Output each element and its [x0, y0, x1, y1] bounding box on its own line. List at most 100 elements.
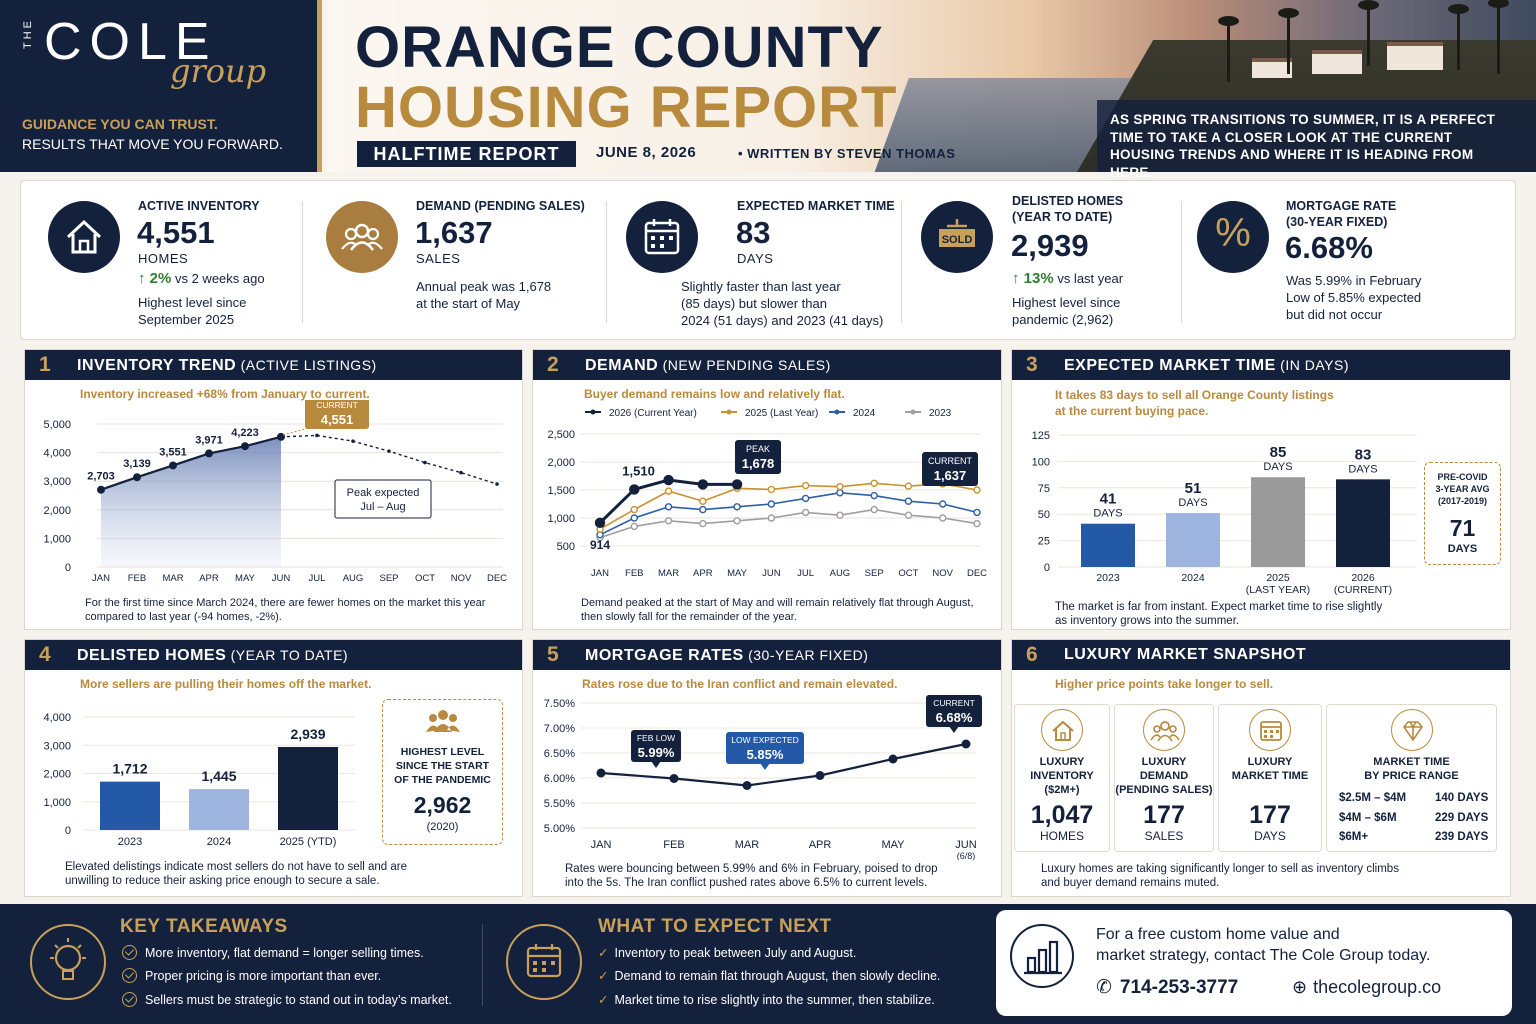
bar	[1166, 513, 1220, 567]
y-tick-label: 3,000	[43, 476, 71, 488]
stat-unit: HOMES	[138, 251, 189, 266]
panel-market-time: 3 EXPECTED MARKET TIME (IN DAYS) It takes…	[1011, 349, 1511, 630]
data-label: 1,510	[622, 463, 655, 478]
report-date: JUNE 8, 2026	[596, 144, 697, 161]
price-range-row: $4M – $6M 229 DAYS	[1339, 809, 1488, 829]
palm-tree-image	[1278, 8, 1299, 74]
rate-callout-label: LOW EXPECTED	[731, 735, 799, 745]
calendar-icon	[626, 201, 698, 273]
bar	[1336, 479, 1390, 567]
brand-panel: THE COLE group GUIDANCE YOU CAN TRUST. R…	[0, 0, 322, 172]
luxury-value: 1,047	[1030, 801, 1094, 829]
panel-subtitle: Higher price points take longer to sell.	[1055, 677, 1274, 691]
series-point	[733, 517, 741, 525]
series-point	[594, 517, 606, 529]
peak-note-box	[334, 479, 432, 519]
stat-note: Slightly faster than last year (85 days)…	[681, 279, 884, 328]
bar-unit-label: DAYS	[1263, 461, 1292, 473]
series-point	[699, 497, 707, 505]
precovid-label: PRE-COVID 3-YEAR AVG (2017-2019)	[1435, 472, 1490, 506]
panel-subtitle: Rates rose due to the Iran conflict and …	[582, 677, 898, 691]
bar-chart-icon	[1010, 924, 1074, 988]
rate-point	[961, 739, 971, 749]
callout-value: 2,962	[413, 792, 472, 818]
house-icon	[48, 201, 120, 273]
series-point	[767, 500, 776, 508]
panel-title: INVENTORY TREND (ACTIVE LISTINGS)	[77, 350, 377, 381]
series-point	[870, 505, 878, 514]
phone-link[interactable]: ✆ 714-253-3777	[1096, 976, 1238, 999]
luxury-inventory-card: LUXURY INVENTORY ($2M+) 1,047 HOMES	[1014, 704, 1110, 852]
brand-name: COLE	[44, 13, 218, 71]
sold-sign-icon: SOLD	[921, 201, 993, 273]
stat-value: 1,637	[415, 215, 493, 250]
panel-header: 1 INVENTORY TREND (ACTIVE LISTINGS)	[25, 350, 522, 380]
rate-callout-value: 5.85%	[747, 747, 784, 762]
rate-callout	[726, 732, 804, 764]
data-point	[97, 485, 105, 494]
series-point	[939, 514, 947, 522]
callout-label: HIGHEST LEVEL SINCE THE START OF THE PAN…	[394, 746, 491, 786]
y-tick-label: 4,000	[43, 712, 71, 724]
current-callout-value: 4,551	[321, 412, 354, 427]
current-callout-value: 1,637	[934, 468, 967, 483]
panel-title-sub: (30-YEAR FIXED)	[743, 647, 869, 663]
series-point	[904, 497, 913, 505]
panel-mortgage-rates: 5 MORTGAGE RATES (30-YEAR FIXED) Rates ro…	[532, 639, 1002, 897]
bar-value-label: 41	[1100, 491, 1117, 508]
change-value: 13%	[1023, 270, 1054, 287]
series-point	[731, 479, 743, 490]
panel-header: 3 EXPECTED MARKET TIME (IN DAYS)	[1012, 350, 1510, 380]
panel-title-main: LUXURY MARKET SNAPSHOT	[1064, 646, 1307, 663]
stat-unit: DAYS	[737, 251, 774, 266]
x-tick-label: MAY	[727, 568, 748, 579]
panel-header: 6 LUXURY MARKET SNAPSHOT	[1012, 640, 1510, 670]
rate-callout-value: 5.99%	[638, 745, 675, 760]
expect-item: ✓ Inventory to peak between July and Augu…	[598, 945, 856, 960]
data-label: 3,139	[123, 458, 151, 470]
stat-label: DEMAND (PENDING SALES)	[416, 199, 585, 213]
y-tick-label: 0	[65, 562, 71, 574]
y-tick-label: 5.00%	[544, 823, 575, 835]
expect-item: ✓ Demand to remain flat through August, t…	[598, 968, 940, 983]
series-point	[801, 508, 810, 517]
current-callout	[922, 452, 978, 486]
y-tick-label: 50	[1038, 509, 1050, 521]
y-tick-label: 0	[1044, 562, 1050, 574]
people-icon	[1143, 709, 1185, 751]
panel-footer: The market is far from instant. Expect m…	[1055, 601, 1383, 627]
y-tick-label: 6.50%	[544, 748, 575, 760]
panel-delisted-homes: 4 DELISTED HOMES (YEAR TO DATE) More sell…	[24, 639, 523, 897]
data-label: 914	[590, 538, 610, 552]
series-line	[599, 508, 978, 539]
series-point	[699, 519, 707, 528]
x-tick-label: JUN	[272, 573, 291, 584]
panel-footer: Rates were bouncing between 5.99% and 6%…	[565, 863, 938, 889]
percent-symbol: %	[1215, 211, 1251, 255]
y-tick-label: 2,000	[43, 505, 71, 517]
panel-header: 2 DEMAND (NEW PENDING SALES)	[533, 350, 1001, 380]
price-days: 239 DAYS	[1435, 831, 1489, 843]
legend-label: 2024	[853, 408, 876, 419]
website-link[interactable]: ⊕ thecolegroup.co	[1292, 977, 1441, 998]
palm-tree-image	[1488, 0, 1509, 74]
panel-subtitle: Buyer demand remains low and relatively …	[584, 387, 845, 401]
demand-chart: 500 1,000 1,500 2,000 2,500 JAN FEB MAR APR MAY JU…	[547, 408, 987, 579]
y-tick-label: 125	[1032, 430, 1050, 442]
panel-number: 4	[39, 643, 51, 666]
check-icon	[122, 968, 137, 983]
y-tick-label: 7.50%	[544, 698, 575, 710]
change-text: vs last year	[1053, 271, 1124, 286]
peak-callout-label: PEAK	[746, 444, 770, 454]
sold-text: SOLD	[942, 234, 973, 246]
x-tick-label: OCT	[415, 573, 435, 584]
item-text: Demand to remain flat through August, th…	[614, 969, 941, 983]
forecast-line	[280, 434, 498, 485]
precovid-value: 71	[1449, 515, 1476, 541]
forecast-point	[315, 433, 319, 438]
house-image	[1387, 42, 1443, 70]
stat-delisted: SOLD DELISTED HOMES (YEAR TO DATE) 2,939…	[902, 181, 1196, 341]
panel-title-main: EXPECTED MARKET TIME	[1064, 357, 1276, 374]
item-text: More inventory, flat demand = longer sel…	[145, 946, 424, 960]
luxury-market-time-card: LUXURY MARKET TIME 177 DAYS	[1218, 704, 1322, 852]
